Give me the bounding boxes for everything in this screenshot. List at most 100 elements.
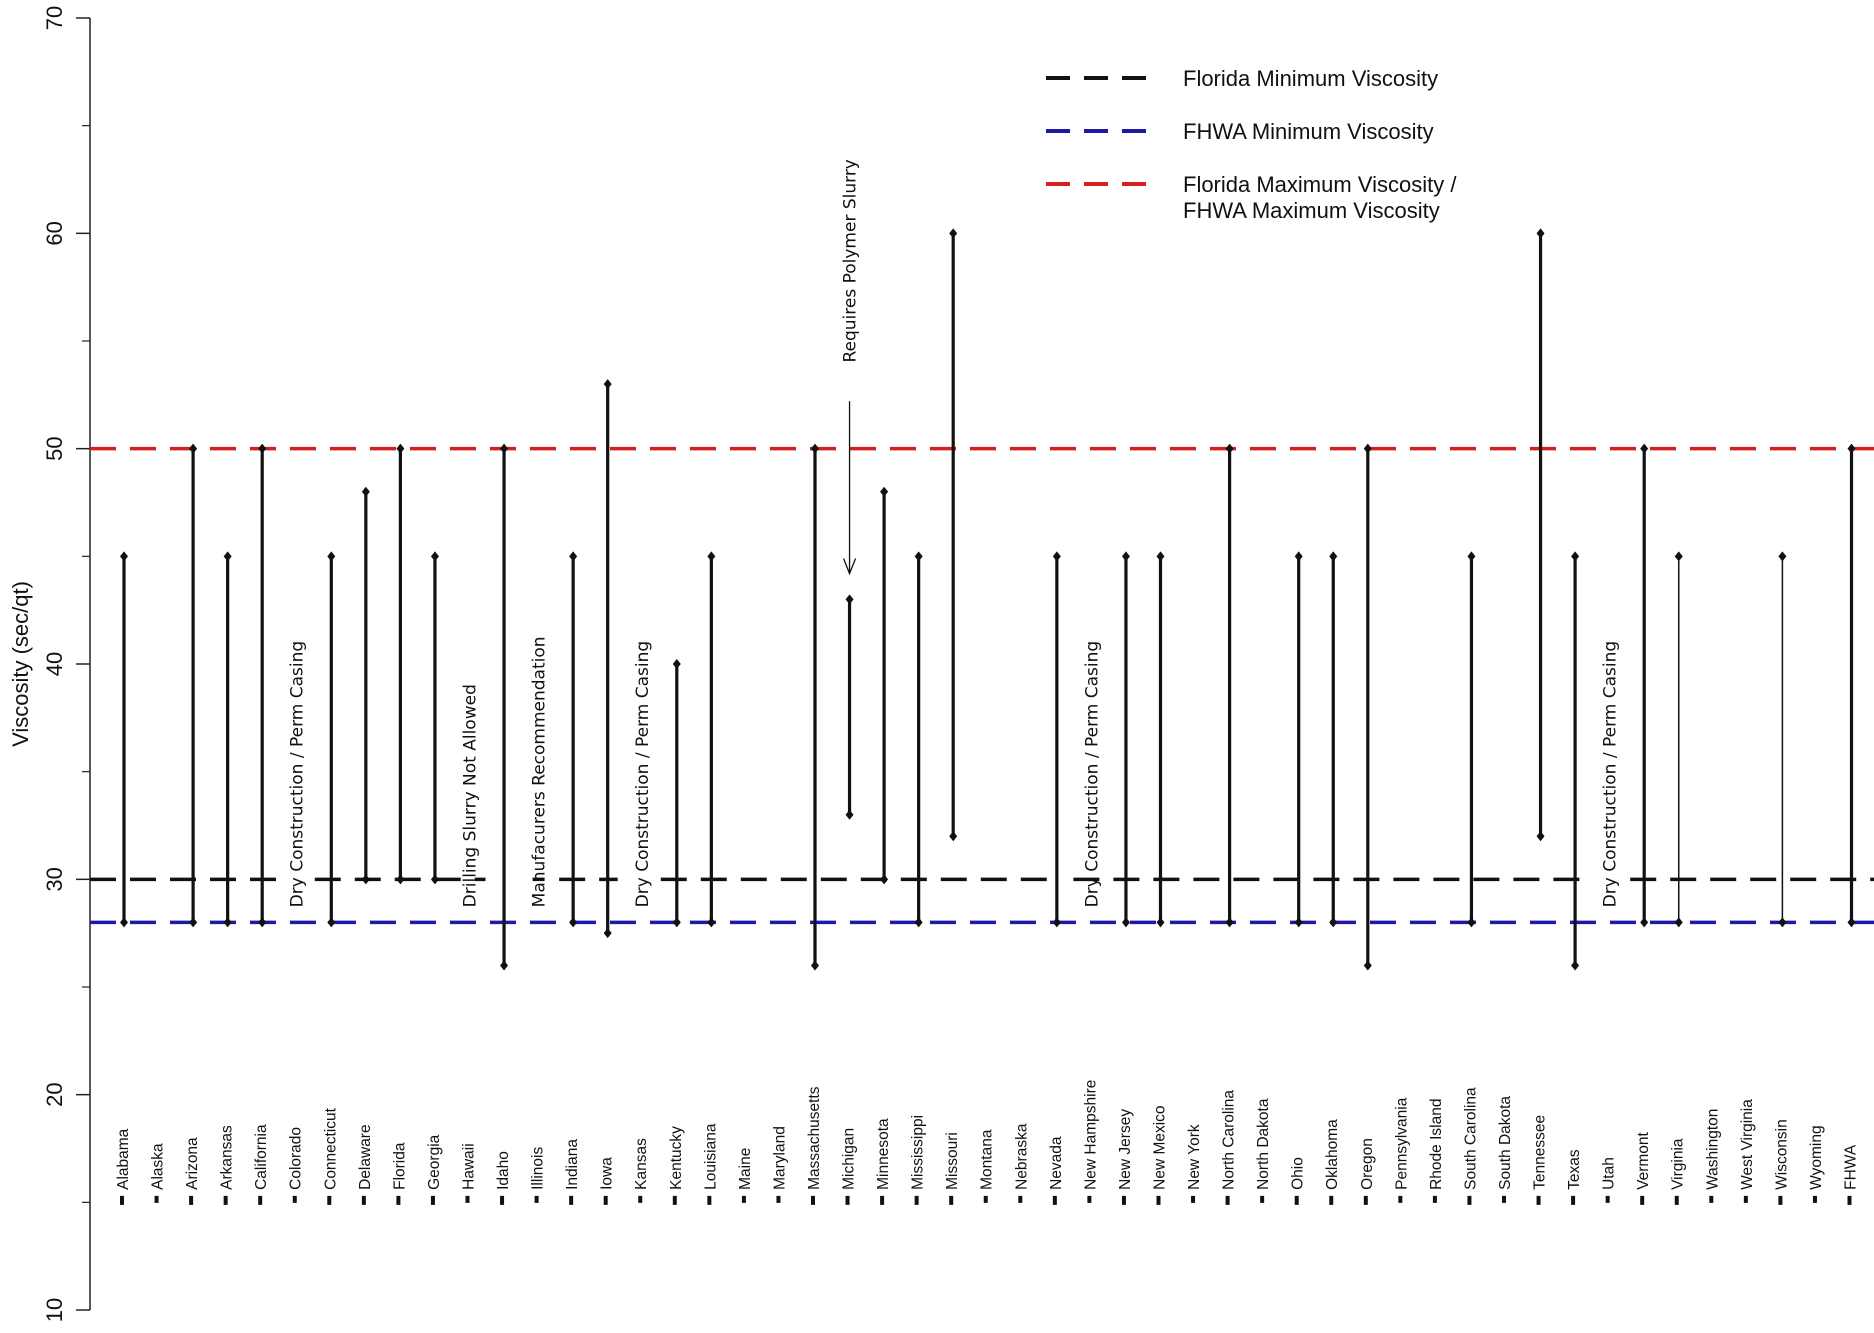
state-tick (1536, 1195, 1541, 1205)
state-label: Illinois (530, 1147, 547, 1190)
range-endpoint (1640, 443, 1649, 454)
state-tick (776, 1195, 781, 1203)
state-tick (1121, 1195, 1126, 1205)
range-endpoint (845, 594, 854, 605)
state-label: Iowa (599, 1157, 616, 1190)
range-endpoint (569, 917, 578, 928)
range-endpoint (1052, 551, 1061, 562)
state-tick (914, 1195, 919, 1205)
state-tick (983, 1195, 988, 1203)
range-endpoint (1571, 551, 1580, 562)
state-label: North Dakota (1255, 1098, 1272, 1190)
state-label: New York (1186, 1124, 1203, 1190)
range-endpoint (223, 917, 232, 928)
state-label: Maryland (771, 1126, 788, 1190)
range-endpoint (1640, 917, 1649, 928)
range-endpoint (914, 917, 923, 928)
range-endpoint (1329, 551, 1338, 562)
range-endpoint (949, 228, 958, 239)
state-label: FHWA (1843, 1144, 1860, 1190)
state-label: Oregon (1359, 1138, 1376, 1190)
range-endpoint (1121, 917, 1130, 928)
state-tick (1743, 1195, 1748, 1203)
y-axis-label: Viscosity (sec/qt) (8, 581, 33, 747)
state-tick (845, 1195, 850, 1205)
state-label: Pennsylvania (1393, 1097, 1410, 1190)
state-ranges (120, 228, 1856, 971)
state-label: Arkansas (219, 1125, 236, 1190)
state-label: Colorado (288, 1127, 305, 1190)
range-endpoint (603, 379, 612, 390)
range-endpoint (1156, 917, 1165, 928)
state-tick (292, 1195, 297, 1203)
range-endpoint (1363, 960, 1372, 971)
y-tick-label: 40 (42, 652, 67, 676)
range-endpoint (327, 551, 336, 562)
state-label: Rhode Island (1428, 1099, 1445, 1190)
range-endpoint (189, 917, 198, 928)
range-endpoint (1571, 960, 1580, 971)
state-tick (1363, 1195, 1368, 1205)
state-tick (430, 1195, 435, 1205)
range-endpoint (569, 551, 578, 562)
range-endpoint (1467, 917, 1476, 928)
range-endpoint (223, 551, 232, 562)
state-label: Ohio (1290, 1157, 1307, 1190)
range-endpoint (1674, 551, 1683, 562)
y-tick-label: 50 (42, 436, 67, 460)
state-tick (465, 1195, 470, 1203)
state-tick (154, 1195, 159, 1203)
state-tick (1052, 1195, 1057, 1205)
state-label: Florida (391, 1142, 408, 1190)
range-endpoint (1225, 917, 1234, 928)
range-endpoint (1363, 443, 1372, 454)
annotations: Dry Construction / Perm Casing Drilling S… (288, 159, 1621, 907)
range-endpoint (120, 917, 128, 928)
state-label: Louisiana (702, 1123, 719, 1190)
range-endpoint (327, 917, 336, 928)
state-tick (1640, 1195, 1645, 1205)
state-label: South Dakota (1497, 1096, 1514, 1190)
state-label: South Carolina (1462, 1087, 1479, 1190)
state-label: New Jersey (1117, 1109, 1134, 1190)
state-tick (120, 1195, 124, 1205)
range-endpoint (949, 831, 958, 842)
state-label: Vermont (1635, 1131, 1652, 1189)
state-tick (1018, 1195, 1023, 1203)
state-tick (258, 1195, 263, 1205)
range-endpoint (1778, 551, 1787, 562)
annotation-text: Dry Construction / Perm Casing (288, 641, 308, 908)
state-label: California (253, 1124, 270, 1190)
state-tick (223, 1195, 228, 1205)
state-tick (396, 1195, 401, 1205)
state-label: Hawaii (461, 1143, 478, 1190)
state-tick (1191, 1195, 1196, 1203)
state-label: Massachusetts (806, 1086, 823, 1190)
range-endpoint (1674, 917, 1683, 928)
state-tick (1156, 1195, 1161, 1205)
range-endpoint (120, 551, 128, 562)
state-tick (1398, 1195, 1403, 1203)
range-endpoint (1329, 917, 1338, 928)
state-label: Idaho (495, 1151, 512, 1190)
state-label: Minnesota (875, 1118, 892, 1190)
state-label: New Hampshire (1082, 1080, 1099, 1190)
range-endpoint (1778, 917, 1787, 928)
range-endpoint (1467, 551, 1476, 562)
range-endpoint (707, 551, 716, 562)
state-tick (1778, 1195, 1783, 1205)
range-endpoint (361, 486, 370, 497)
state-tick (707, 1195, 712, 1205)
state-label: Oklahoma (1324, 1119, 1341, 1190)
state-label: Tennessee (1532, 1115, 1549, 1190)
y-tick-label: 20 (42, 1082, 67, 1106)
state-label: Nevada (1048, 1136, 1065, 1190)
state-label: Maine (737, 1148, 754, 1190)
state-label: Kentucky (668, 1126, 685, 1190)
state-label: Delaware (357, 1124, 374, 1189)
range-endpoint (1294, 917, 1303, 928)
state-label: New Mexico (1152, 1105, 1169, 1189)
state-tick (1467, 1195, 1472, 1205)
state-tick (1260, 1195, 1265, 1203)
